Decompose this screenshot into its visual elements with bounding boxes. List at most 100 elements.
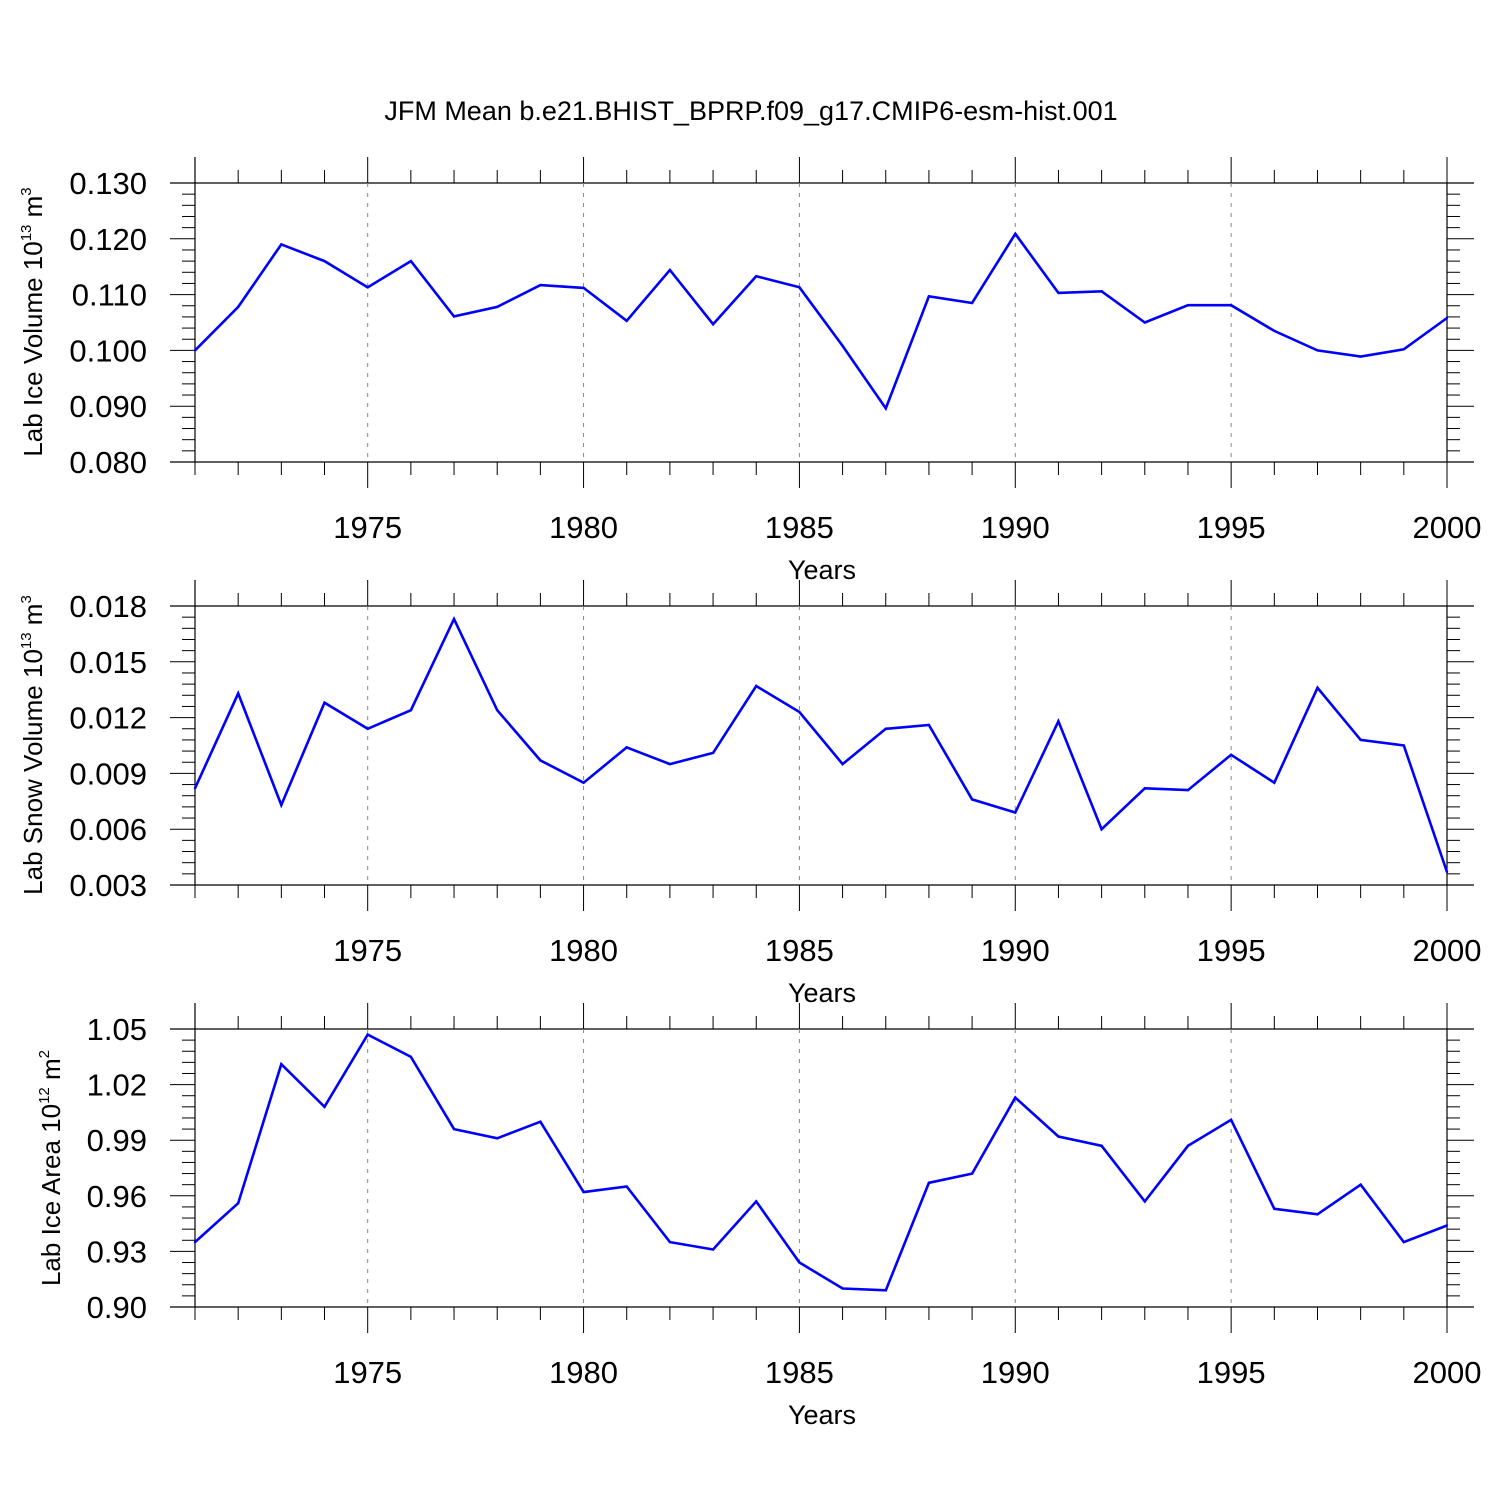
data-point — [323, 1105, 326, 1109]
y-tick-label: 0.015 — [69, 645, 147, 680]
data-point — [452, 1127, 456, 1131]
x-tick-label: 1995 — [1197, 1355, 1266, 1390]
data-point — [1100, 828, 1103, 831]
data-point — [1014, 1096, 1017, 1099]
data-point — [409, 259, 413, 263]
y-axis-label-exponent: 12 — [36, 1087, 53, 1104]
x-tick-label: 1975 — [333, 1355, 402, 1390]
data-point — [1014, 232, 1017, 235]
x-tick-label: 1985 — [765, 1355, 834, 1390]
y-axis-label-unit-exponent: 2 — [36, 1050, 53, 1058]
x-tick-label: 1975 — [333, 933, 402, 968]
y-axis-label-unit: m — [36, 1058, 66, 1080]
x-tick-label: 2000 — [1413, 510, 1482, 545]
data-point — [452, 315, 456, 318]
data-point — [1143, 787, 1146, 790]
data-point — [1186, 788, 1190, 792]
data-point — [1273, 1207, 1276, 1210]
data-point — [366, 1033, 369, 1036]
data-point — [193, 1240, 197, 1244]
data-point — [1445, 316, 1449, 320]
data-point — [668, 1240, 672, 1244]
data-point — [452, 617, 456, 621]
data-point — [280, 803, 283, 807]
data-point — [884, 407, 887, 410]
data-point — [1273, 781, 1276, 784]
data-point — [539, 283, 542, 287]
data-point — [798, 710, 801, 714]
data-point — [798, 286, 801, 289]
x-tick-label: 2000 — [1413, 933, 1482, 968]
data-point — [582, 1190, 585, 1194]
data-point — [1445, 870, 1449, 874]
x-axis-label: Years — [788, 1400, 856, 1430]
x-tick-label: 1980 — [549, 1355, 618, 1390]
data-point — [539, 1120, 542, 1123]
data-point — [1402, 348, 1406, 351]
data-point — [409, 1055, 413, 1059]
x-tick-label: 1990 — [981, 933, 1050, 968]
data-point — [280, 243, 283, 246]
data-point — [970, 1172, 974, 1175]
y-axis-label-space — [18, 625, 48, 632]
x-axis-label: Years — [788, 555, 856, 585]
data-point — [1229, 1118, 1233, 1122]
data-point — [1402, 1240, 1406, 1244]
panel-ice-area: Years Lab Ice Area 1012 m2 1975 1980 1985 1… — [36, 1003, 1481, 1430]
data-point — [1057, 1135, 1060, 1138]
data-point — [884, 1289, 887, 1292]
y-axis-label-unit: m — [18, 196, 48, 218]
data-point — [236, 305, 240, 309]
x-tick-label: 1985 — [765, 510, 834, 545]
data-point — [1186, 304, 1190, 307]
y-tick-label: 0.120 — [69, 222, 147, 257]
data-point — [625, 1185, 628, 1188]
y-tick-label: 0.93 — [87, 1234, 147, 1269]
x-tick-label: 1985 — [765, 933, 834, 968]
x-tick-label: 1990 — [981, 1355, 1050, 1390]
figure-title: JFM Mean b.e21.BHIST_BPRP.f09_g17.CMIP6-… — [384, 96, 1117, 126]
data-point — [798, 1261, 801, 1264]
data-point — [323, 701, 326, 704]
data-point — [236, 692, 240, 695]
y-tick-label: 0.96 — [87, 1179, 147, 1214]
data-point — [1100, 1144, 1103, 1147]
y-tick-label: 0.100 — [69, 333, 147, 368]
data-point — [1359, 1183, 1362, 1186]
data-point — [1143, 1200, 1146, 1203]
series-line — [194, 1032, 1448, 1292]
y-axis-label-exponent: 13 — [18, 632, 35, 649]
data-point — [1273, 329, 1276, 333]
data-point — [496, 305, 499, 309]
y-tick-label: 0.090 — [69, 389, 147, 424]
data-point — [755, 684, 758, 688]
y-axis-label-text: Lab Ice Volume 10 — [18, 241, 48, 456]
series-line — [193, 615, 1449, 873]
x-tick-label: 1990 — [981, 510, 1050, 545]
y-axis-label: Lab Ice Area 1012 m2 — [36, 1050, 66, 1286]
y-axis-label-text: Lab Ice Area 10 — [36, 1104, 66, 1286]
y-tick-label: 1.05 — [87, 1012, 147, 1047]
y-axis-label: Lab Snow Volume 1013 m3 — [18, 595, 48, 895]
data-point — [927, 295, 931, 298]
data-point — [1316, 349, 1319, 352]
data-point — [1445, 1224, 1449, 1227]
data-point — [625, 319, 628, 323]
data-point — [884, 727, 887, 730]
data-point — [970, 798, 974, 801]
y-axis-label-unit: m — [18, 604, 48, 626]
data-point — [1057, 291, 1060, 295]
panel-snow-volume: Years Lab Snow Volume 1013 m3 1975 1980 19… — [18, 580, 1481, 1008]
data-point — [582, 781, 585, 784]
data-point — [1359, 355, 1362, 358]
x-tick-label: 1980 — [549, 510, 618, 545]
data-point — [841, 762, 844, 766]
data-point — [1229, 304, 1233, 307]
y-tick-label: 0.90 — [87, 1290, 147, 1325]
y-axis-label-unit-exponent: 3 — [18, 595, 35, 603]
data-point — [193, 349, 197, 352]
y-tick-label: 0.110 — [72, 278, 147, 313]
data-point — [755, 1200, 758, 1203]
data-point — [970, 301, 974, 305]
data-point — [323, 259, 326, 263]
